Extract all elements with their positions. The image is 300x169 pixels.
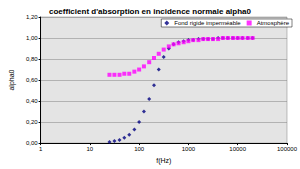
svg-text:1000: 1000 xyxy=(182,146,196,152)
svg-text:alpha0: alpha0 xyxy=(8,69,16,90)
svg-text:0,60: 0,60 xyxy=(26,77,38,83)
svg-text:1,20: 1,20 xyxy=(26,14,38,20)
svg-text:Fond rigide imperméable: Fond rigide imperméable xyxy=(174,20,241,26)
svg-text:1,00: 1,00 xyxy=(26,35,38,41)
svg-text:0,80: 0,80 xyxy=(26,56,38,62)
svg-text:100000: 100000 xyxy=(277,146,298,152)
svg-text:0,20: 0,20 xyxy=(26,119,38,125)
svg-text:10: 10 xyxy=(87,146,94,152)
svg-text:0,00: 0,00 xyxy=(26,140,38,146)
svg-text:100: 100 xyxy=(134,146,145,152)
svg-text:f(Hz): f(Hz) xyxy=(156,157,171,165)
svg-text:coefficient d'absorption en in: coefficient d'absorption en incidence no… xyxy=(49,7,251,16)
svg-text:10000: 10000 xyxy=(229,146,246,152)
svg-text:Atmosphère: Atmosphère xyxy=(257,20,290,26)
svg-text:0,40: 0,40 xyxy=(26,98,38,104)
svg-text:1: 1 xyxy=(39,146,43,152)
